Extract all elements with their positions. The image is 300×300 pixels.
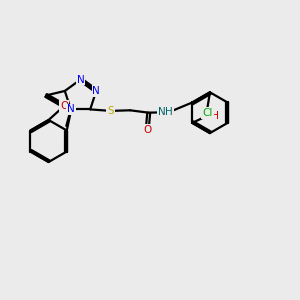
Text: Cl: Cl xyxy=(202,108,213,118)
Text: O: O xyxy=(143,125,151,135)
Text: N: N xyxy=(158,107,166,117)
Text: S: S xyxy=(107,106,114,116)
Text: OH: OH xyxy=(203,111,220,121)
Text: N: N xyxy=(76,74,84,85)
Text: N: N xyxy=(92,86,100,96)
Text: O: O xyxy=(60,101,68,111)
Text: N: N xyxy=(67,104,75,114)
Text: H: H xyxy=(165,107,173,117)
